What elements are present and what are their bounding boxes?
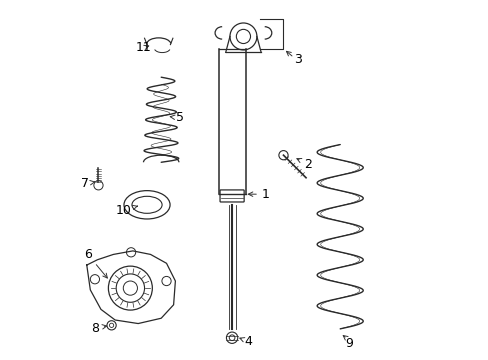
- Circle shape: [94, 181, 103, 190]
- Circle shape: [108, 266, 152, 310]
- Circle shape: [229, 23, 256, 50]
- Text: 2: 2: [296, 158, 312, 171]
- Text: 1: 1: [248, 188, 269, 201]
- Text: 10: 10: [116, 204, 137, 217]
- Text: 5: 5: [170, 112, 183, 125]
- Text: 4: 4: [239, 335, 251, 348]
- Circle shape: [116, 274, 144, 302]
- Circle shape: [109, 323, 114, 328]
- Ellipse shape: [132, 196, 162, 213]
- Circle shape: [126, 248, 135, 257]
- Text: 6: 6: [84, 248, 107, 278]
- Circle shape: [162, 276, 171, 285]
- Text: 8: 8: [91, 321, 106, 335]
- Circle shape: [107, 321, 116, 330]
- Circle shape: [123, 281, 137, 295]
- Text: 9: 9: [345, 337, 352, 350]
- Circle shape: [226, 332, 237, 343]
- Circle shape: [236, 30, 250, 44]
- Text: 7: 7: [81, 177, 95, 190]
- Ellipse shape: [124, 191, 170, 219]
- Text: 3: 3: [293, 53, 302, 66]
- Text: 11: 11: [135, 41, 151, 54]
- Circle shape: [229, 335, 234, 341]
- FancyBboxPatch shape: [220, 190, 244, 202]
- Circle shape: [278, 150, 287, 160]
- Circle shape: [90, 275, 100, 284]
